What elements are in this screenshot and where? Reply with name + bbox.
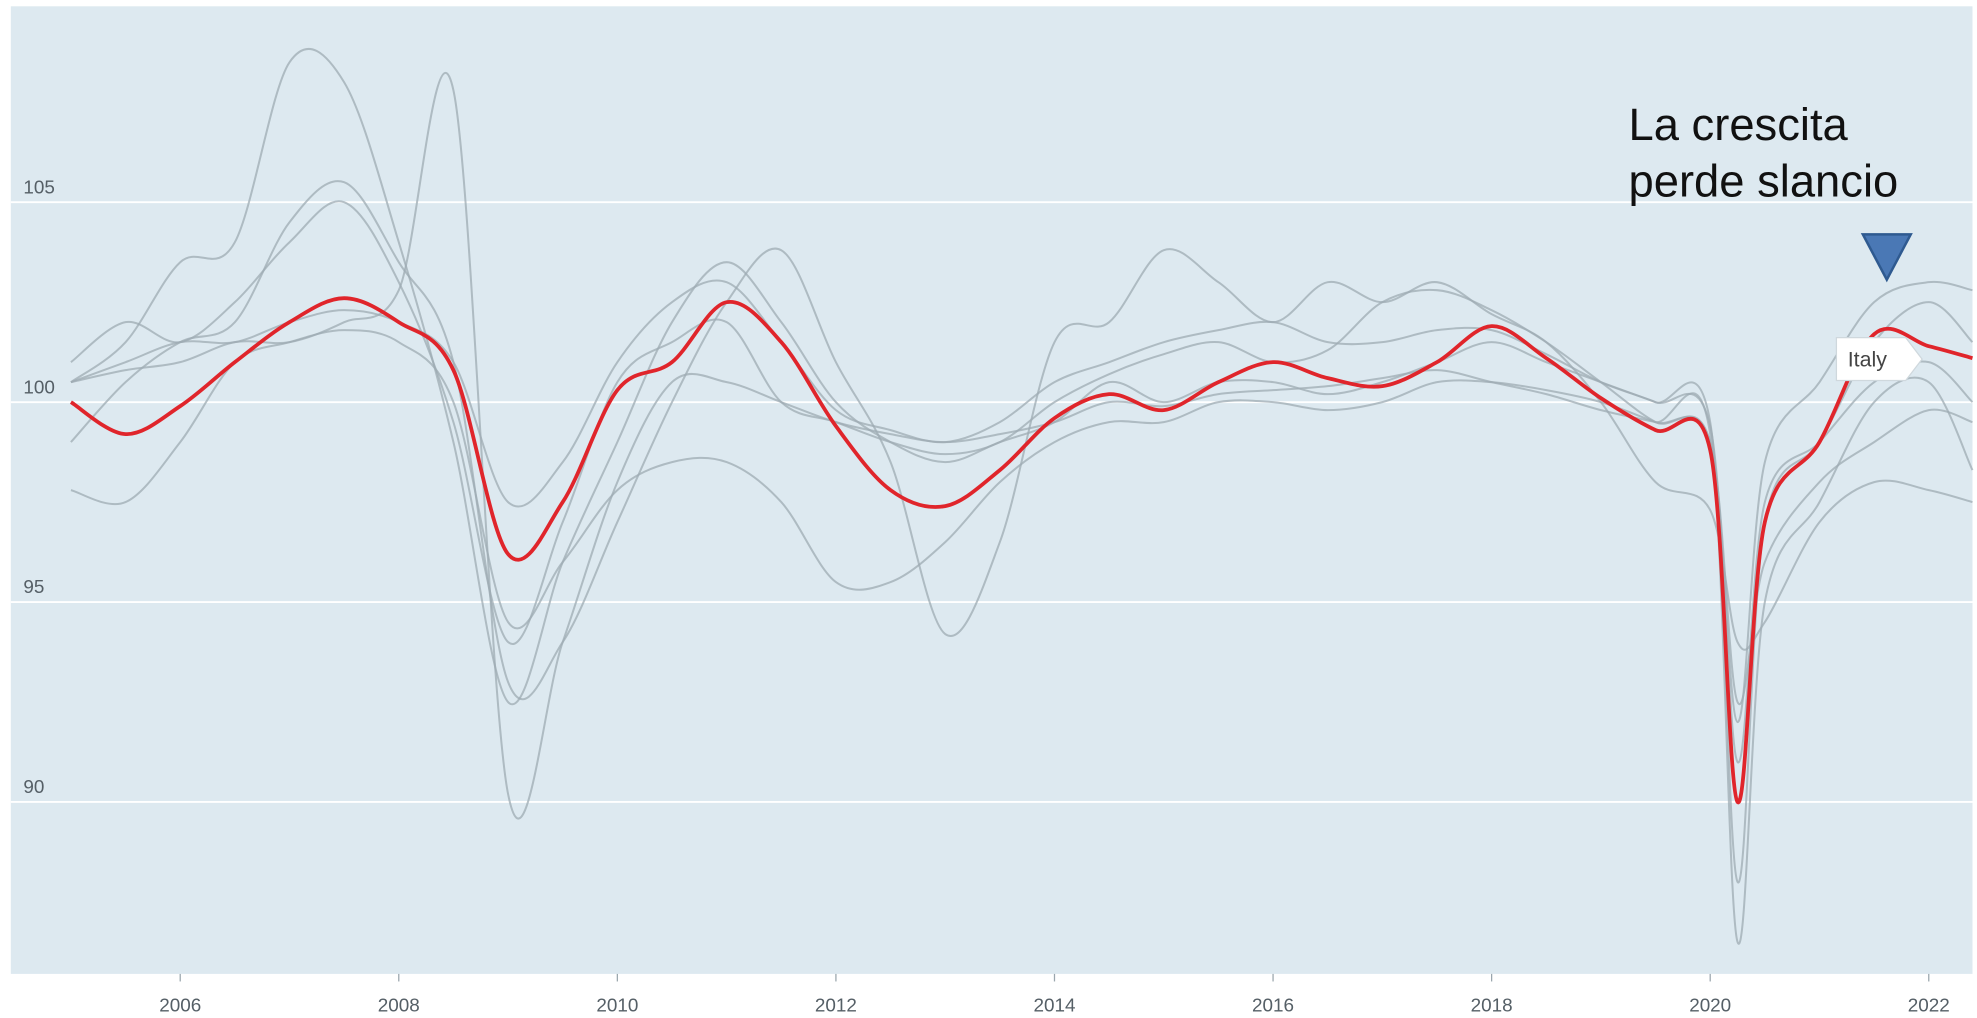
series-label: Italy <box>1835 337 1923 382</box>
x-tick-label: 2012 <box>815 996 857 1017</box>
x-tick-label: 2006 <box>159 996 201 1017</box>
y-tick-label: 90 <box>23 777 44 798</box>
country-line <box>70 71 1974 945</box>
y-tick-label: 100 <box>23 377 54 398</box>
label-box <box>1835 337 1923 382</box>
x-tick-label: 2020 <box>1689 996 1731 1017</box>
country-line <box>70 180 1973 701</box>
x-tick-label: 2022 <box>1908 996 1950 1017</box>
labels: 90 95 100 105 2006 2008 2010 2012 2014 2016 2018 20… <box>23 177 1949 1016</box>
annotation: La crescita <box>1629 99 1849 150</box>
y-tick-label: 105 <box>23 177 54 198</box>
country-line <box>70 200 1973 724</box>
country-line <box>70 48 1974 884</box>
x-tick-label: 2018 <box>1471 996 1513 1017</box>
y-tick-label: 95 <box>23 577 44 598</box>
x-tick-label: 2014 <box>1033 996 1075 1017</box>
series-name: Italy <box>1848 348 1888 372</box>
x-tick-label: 2008 <box>378 996 420 1017</box>
annotation: perde slancio <box>1629 156 1899 207</box>
highlight-line <box>69 296 1973 804</box>
down-arrow <box>1860 233 1913 283</box>
lines <box>69 48 1974 945</box>
x-tick-label: 2010 <box>596 996 638 1017</box>
country-line <box>70 329 1973 706</box>
country-line <box>70 279 1974 764</box>
x-tick-label: 2016 <box>1252 996 1294 1017</box>
